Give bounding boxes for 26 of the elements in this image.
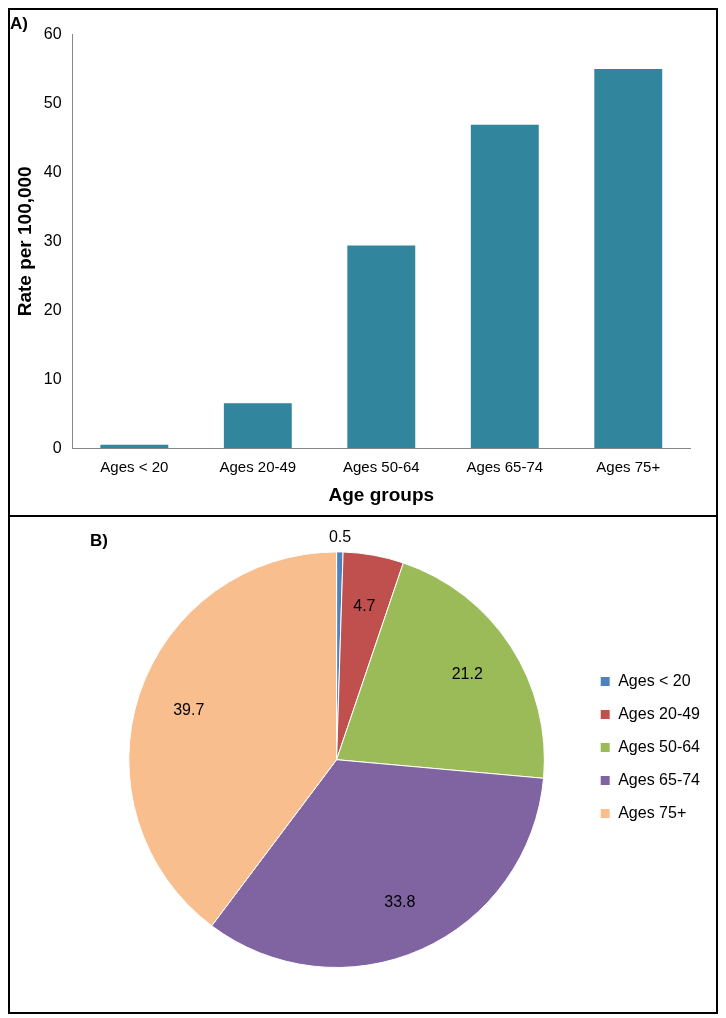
x-tick-label: Ages 50-64 — [342, 458, 420, 476]
legend-label: Ages 50-64 — [618, 737, 701, 755]
data-label: 39.7 — [173, 700, 205, 718]
legend-label: Ages < 20 — [618, 671, 691, 689]
x-tick-label: Ages 75+ — [596, 458, 661, 476]
data-label: 21.2 — [451, 665, 483, 683]
legend-label: Ages 65-74 — [618, 770, 701, 788]
data-label: 33.8 — [384, 892, 416, 910]
legend-label: Ages 20-49 — [618, 704, 701, 722]
y-tick-label: 10 — [43, 369, 62, 387]
y-tick-label: 0 — [52, 438, 62, 456]
chart-title: B) — [90, 530, 108, 550]
y-tick-label: 20 — [43, 300, 62, 318]
y-tick-label: 60 — [43, 24, 62, 42]
chart-title: A) — [10, 13, 28, 33]
y-tick-label: 50 — [43, 93, 62, 111]
x-axis-title: Age groups — [328, 483, 435, 505]
y-axis-title: Rate per 100,000 — [13, 166, 35, 317]
x-tick-label: Ages 20-49 — [219, 458, 297, 476]
data-label: 4.7 — [353, 596, 376, 614]
y-tick-label: 30 — [43, 231, 62, 249]
legend-label: Ages 75+ — [618, 803, 687, 821]
y-tick-label: 40 — [43, 162, 62, 180]
x-tick-label: Ages 65-74 — [466, 458, 544, 476]
x-tick-label: Ages < 20 — [100, 458, 169, 476]
data-label: 0.5 — [328, 528, 352, 546]
